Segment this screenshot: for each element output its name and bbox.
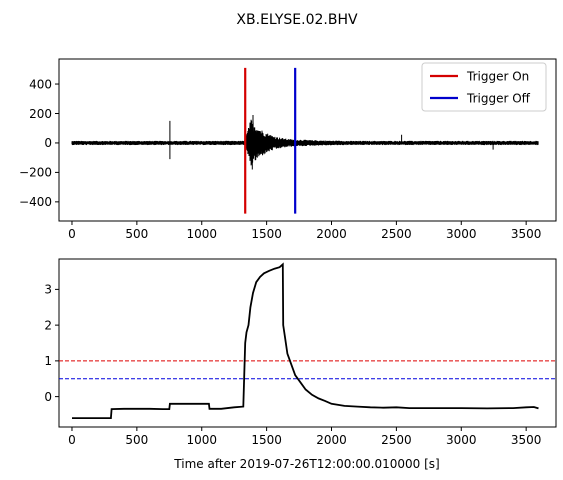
top-x-tick-label: 3000 (446, 227, 477, 241)
top-x-ticks: 0 500 1000 1500 2000 2500 3000 3500 (68, 221, 541, 241)
bottom-panel: 0 500 1000 1500 2000 2500 3000 3500 0 1 2 3 Time a… (44, 258, 557, 471)
top-x-tick-label: 1500 (251, 227, 282, 241)
characteristic-function-line (72, 262, 539, 419)
bottom-x-tick-label: 1000 (186, 433, 217, 447)
legend: Trigger On Trigger Off (421, 62, 547, 112)
top-y-tick-label: 200 (29, 107, 52, 121)
top-y-tick-label: 400 (29, 77, 52, 91)
top-axes-frame (58, 58, 557, 222)
x-axis-label: Time after 2019-07-26T12:00:00.010000 [s… (173, 457, 439, 471)
bottom-x-tick-label: 0 (68, 433, 76, 447)
bottom-y-tick-label: 0 (44, 390, 52, 404)
top-y-tick-label: 0 (44, 136, 52, 150)
bottom-x-tick-label: 500 (125, 433, 148, 447)
figure-title: XB.ELYSE.02.BHV (236, 12, 358, 28)
top-panel: 0 500 1000 1500 2000 2500 3000 3500 −400 −200 0 20… (19, 58, 557, 241)
bottom-axes-frame (58, 258, 557, 428)
top-x-tick-label: 0 (68, 227, 76, 241)
bottom-x-tick-label: 3500 (511, 433, 542, 447)
bottom-x-tick-label: 1500 (251, 433, 282, 447)
top-y-tick-label: −400 (19, 195, 52, 209)
legend-trigger-on-label: Trigger On (466, 70, 529, 84)
top-y-ticks: −400 −200 0 200 400 (19, 77, 59, 209)
bottom-x-tick-label: 3000 (446, 433, 477, 447)
top-x-tick-label: 1000 (186, 227, 217, 241)
bottom-x-ticks: 0 500 1000 1500 2000 2500 3000 3500 (68, 427, 541, 447)
top-y-tick-label: −200 (19, 166, 52, 180)
bottom-x-tick-label: 2500 (381, 433, 412, 447)
top-x-tick-label: 2500 (381, 227, 412, 241)
waveform-trace (71, 115, 539, 170)
legend-trigger-off-label: Trigger Off (466, 92, 531, 106)
top-x-tick-label: 500 (125, 227, 148, 241)
bottom-y-ticks: 0 1 2 3 (44, 283, 59, 404)
bottom-y-tick-label: 2 (44, 318, 52, 332)
bottom-x-tick-label: 2000 (316, 433, 347, 447)
top-x-tick-label: 3500 (511, 227, 542, 241)
top-x-tick-label: 2000 (316, 227, 347, 241)
bottom-y-tick-label: 1 (44, 354, 52, 368)
bottom-y-tick-label: 3 (44, 283, 52, 297)
